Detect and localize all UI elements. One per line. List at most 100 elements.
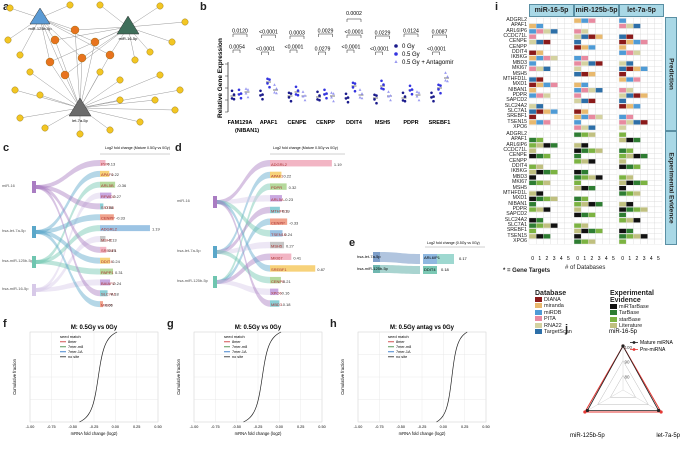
b-point bbox=[318, 94, 321, 97]
i-grid-cell bbox=[647, 137, 655, 143]
c-target-label: PAPP1 bbox=[101, 270, 114, 275]
network-node bbox=[60, 70, 70, 80]
radar-axis-label: miR-16-5p bbox=[609, 329, 638, 335]
i-grid-cell bbox=[626, 28, 634, 35]
i-grid-cell bbox=[573, 103, 582, 110]
i-grid-cell bbox=[647, 66, 655, 72]
i-db-cell bbox=[574, 109, 581, 114]
i-grid-cell bbox=[654, 119, 663, 126]
b-point bbox=[373, 98, 376, 101]
cdf-legend-label: 8mer bbox=[68, 340, 77, 344]
i-grid-cell bbox=[543, 238, 551, 245]
d-flow bbox=[217, 218, 270, 284]
i-grid-cell bbox=[595, 124, 603, 131]
i-db-cell bbox=[626, 114, 634, 120]
b-point bbox=[287, 96, 291, 99]
i-grid-cell bbox=[640, 217, 648, 224]
d-target-bar bbox=[270, 288, 279, 296]
i-db-cell bbox=[536, 23, 544, 29]
i-grid-cell bbox=[647, 39, 655, 45]
i-db-cell bbox=[574, 159, 581, 164]
i-grid-cell bbox=[581, 233, 589, 240]
i-db-cell bbox=[640, 153, 648, 159]
b-point bbox=[330, 91, 333, 94]
c-target-val: 0.15 bbox=[108, 248, 117, 253]
i-grid-cell bbox=[609, 39, 618, 45]
cdf-xlabel: mRNA fold change (log2) bbox=[235, 431, 282, 436]
i-grid-cell bbox=[640, 49, 648, 56]
i-db-cell bbox=[536, 218, 544, 223]
i-grid-cell bbox=[654, 158, 663, 165]
b-point bbox=[375, 101, 378, 105]
b-point bbox=[259, 94, 262, 97]
i-db-cell bbox=[574, 239, 581, 244]
i-gene-label: MTHFD1L bbox=[503, 75, 527, 82]
i-db-cell bbox=[619, 120, 626, 125]
i-grid-cell bbox=[647, 222, 655, 229]
i-grid-cell bbox=[564, 108, 573, 115]
i-grid-cell bbox=[528, 238, 537, 245]
b-point bbox=[446, 79, 449, 83]
d-target-bar bbox=[270, 253, 292, 260]
i-grid-cell bbox=[564, 206, 573, 213]
cdf-xtick: 0.50 bbox=[154, 425, 161, 429]
i-grid-cell bbox=[557, 23, 565, 29]
radar-point-pre bbox=[659, 410, 663, 414]
b-bracket-top bbox=[289, 35, 305, 39]
radar-series-pre bbox=[584, 345, 662, 413]
i-db-cell bbox=[588, 45, 596, 50]
i-db-cell bbox=[529, 34, 536, 39]
i-grid-cell bbox=[557, 33, 565, 40]
i-grid-cell bbox=[602, 82, 610, 88]
i-db-cell bbox=[588, 239, 596, 244]
i-grid-cell bbox=[557, 17, 565, 24]
b-point bbox=[401, 99, 405, 102]
database-grid bbox=[528, 17, 663, 245]
i-grid-cell bbox=[595, 222, 603, 229]
b-bracket-extra bbox=[346, 18, 362, 22]
i-grid-cell bbox=[626, 55, 634, 61]
i-grid-cell bbox=[609, 174, 618, 181]
i-grid-cell bbox=[536, 98, 544, 104]
i-grid-cell bbox=[633, 124, 641, 131]
panel-label-h: h bbox=[330, 318, 337, 330]
i-grid-cell bbox=[654, 71, 663, 77]
e-bar-2 bbox=[423, 266, 437, 274]
i-xtick: 5 bbox=[612, 256, 615, 262]
cdf-legend-label: 8mer bbox=[232, 340, 241, 344]
b-point bbox=[289, 99, 293, 103]
i-grid-cell bbox=[543, 147, 551, 154]
d-target-val: -0.16 bbox=[280, 290, 290, 295]
i-db-cell bbox=[543, 29, 551, 34]
e-source-bar-2 bbox=[373, 265, 380, 273]
network-edge bbox=[74, 26, 129, 31]
i-xtick: 0 bbox=[621, 256, 624, 262]
i-db-cell bbox=[633, 93, 641, 98]
cdf-legend-label: 7mer-m8 bbox=[232, 345, 247, 349]
b-point bbox=[266, 77, 269, 81]
i-grid-cell bbox=[602, 49, 610, 56]
b-legend-label: 0.5 Gy + Antagomir bbox=[402, 60, 454, 66]
b-gene-label: FAM129A bbox=[228, 120, 253, 126]
i-db-cell bbox=[588, 34, 596, 39]
i-db-cell bbox=[588, 132, 596, 137]
i-db-cell bbox=[529, 202, 536, 207]
i-grid-cell bbox=[564, 98, 573, 104]
b-point bbox=[268, 78, 271, 81]
i-grid-cell bbox=[654, 60, 663, 67]
i-grid-cell bbox=[581, 49, 589, 56]
i-grid-cell bbox=[581, 23, 589, 29]
b-point bbox=[380, 79, 383, 83]
i-grid-cell bbox=[564, 153, 573, 159]
cdf-curve bbox=[79, 331, 118, 423]
i-db-cell bbox=[595, 175, 603, 180]
i-gene-label: SAPCD2 bbox=[506, 97, 527, 104]
i-grid-cell bbox=[550, 228, 558, 234]
i-grid-cell bbox=[633, 174, 641, 181]
i-db-cell bbox=[619, 175, 626, 180]
i-db-cell bbox=[529, 77, 536, 82]
i-grid-cell bbox=[557, 98, 565, 104]
i-grid-cell bbox=[640, 114, 648, 120]
i-gene-label: CCDC71L bbox=[503, 147, 527, 154]
i-db-cell bbox=[529, 218, 536, 223]
